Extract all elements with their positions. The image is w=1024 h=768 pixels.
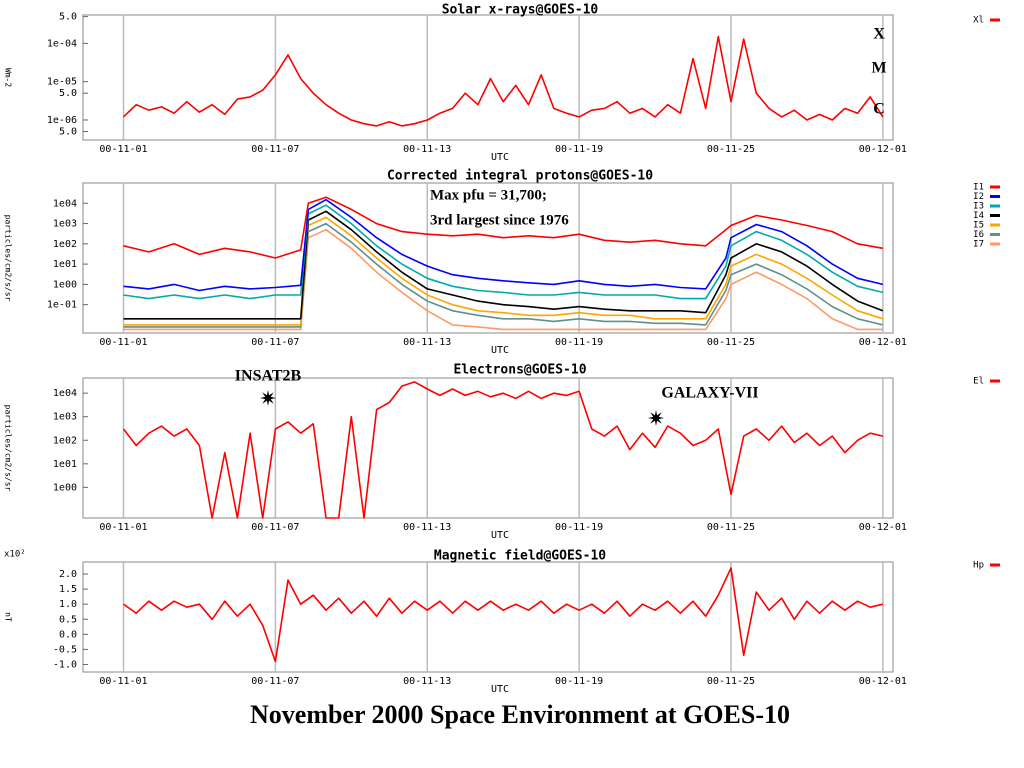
x-tick-label: 00-11-07 [251,144,299,155]
y-axis-label: Wm-2 [4,68,13,87]
x-tick-label: 00-12-01 [859,144,907,155]
annotation: M [871,60,886,77]
y-tick-label: 1e03 [53,219,77,230]
y-tick-label: 1e04 [53,198,77,209]
plot-area [82,377,894,519]
x-axis-label: UTC [491,530,509,541]
y-tick-label: 5.0 [59,12,77,23]
x-tick-label: 00-11-13 [403,522,451,533]
y-tick-label: -1.0 [53,659,77,670]
y-tick-label: 2.0 [59,569,77,580]
legend-label: I6 [973,230,984,240]
x-axis-label: UTC [491,345,509,356]
chart-title: Electrons@GOES-10 [453,363,586,378]
y-tick-label: 1e-01 [47,300,77,311]
series-line [123,228,883,331]
y-tick-label: 1e01 [53,259,77,270]
x-tick-label: 00-11-13 [403,144,451,155]
x-tick-label: 00-11-25 [707,676,755,687]
y-tick-label: 1e03 [53,412,77,423]
annotation: INSAT2B [235,368,302,385]
legend-label: I2 [973,192,984,202]
plot-area [82,14,894,141]
caption: November 2000 Space Environment at GOES-… [250,700,790,729]
legend-label: I5 [973,221,984,231]
chart-title: Corrected integral protons@GOES-10 [387,169,653,184]
y-tick-label: 1e04 [53,388,77,399]
y-tick-label: 0.0 [59,629,77,640]
x-axis-label: UTC [491,152,509,163]
chart-title: Solar x-rays@GOES-10 [442,3,599,18]
legend-label: I3 [973,202,984,212]
y-tick-label: 1e-06 [47,115,77,126]
y-axis-label: particles/cm2/s/sr [4,405,13,492]
annotation: X [873,26,885,43]
x-tick-label: 00-11-19 [555,144,603,155]
y-tick-label: 0.5 [59,614,77,625]
x-tick-label: 00-11-25 [707,522,755,533]
series-line [122,35,884,127]
series-line [123,567,884,663]
x-tick-label: 00-11-25 [707,337,755,348]
annotation: C [873,101,885,118]
x-tick-label: 00-11-25 [707,144,755,155]
legend-label: I7 [973,240,984,250]
y-tick-label: 1e-04 [47,38,77,49]
satellite-marker [260,390,276,406]
series-line [123,222,884,328]
x-tick-label: 00-11-13 [403,337,451,348]
x-tick-label: 00-11-01 [99,337,147,348]
legend-label: El [973,377,984,387]
legend-label: Xl [973,16,984,26]
x-tick-label: 00-11-01 [99,144,147,155]
annotation: Max pfu = 31,700; [430,187,547,203]
annotation: 3rd largest since 1976 [430,212,569,228]
x-tick-label: 00-11-07 [251,337,299,348]
plot-area [82,561,894,673]
series-line [123,196,884,259]
x-axis-label: UTC [491,684,509,695]
y-tick-label: 1.5 [59,584,77,595]
x-tick-label: 00-12-01 [859,676,907,687]
plot-area [82,182,894,334]
series-line [123,216,884,326]
x-tick-label: 00-11-13 [403,676,451,687]
y-tick-label: 1e-05 [47,77,77,88]
x-tick-label: 00-11-19 [555,522,603,533]
y-tick-label: 1e00 [53,279,77,290]
y-axis-label: particles/cm2/s/sr [4,215,13,302]
x-tick-label: 00-11-19 [555,676,603,687]
series-line [123,198,884,292]
x-tick-label: 00-11-01 [99,676,147,687]
y-tick-label: 1e01 [53,459,77,470]
y-tick-label: 1e00 [53,482,77,493]
x-tick-label: 00-11-07 [251,676,299,687]
x-tick-label: 00-11-07 [251,522,299,533]
chart-title: Magnetic field@GOES-10 [434,549,606,564]
y-tick-label: -0.5 [53,644,77,655]
series-line [123,204,884,300]
x-tick-label: 00-12-01 [859,337,907,348]
series-line [122,381,884,519]
legend-label: I1 [973,183,984,193]
y-tick-label: 1.0 [59,599,77,610]
satellite-marker [648,410,664,426]
y-tick-label: 5.0 [59,127,77,138]
y-tick-label: 1e02 [53,435,77,446]
series-line [123,210,884,320]
legend-label: I4 [973,211,984,221]
y-tick-label: 5.0 [59,88,77,99]
annotation: GALAXY-VII [661,385,758,402]
x-tick-label: 00-11-01 [99,522,147,533]
y-tick-label: 1e02 [53,239,77,250]
x-tick-label: 00-12-01 [859,522,907,533]
legend-label: Hp [973,561,984,571]
y-axis-label: nT [4,612,13,622]
x-tick-label: 00-11-19 [555,337,603,348]
y-unit: x10² [4,550,26,560]
